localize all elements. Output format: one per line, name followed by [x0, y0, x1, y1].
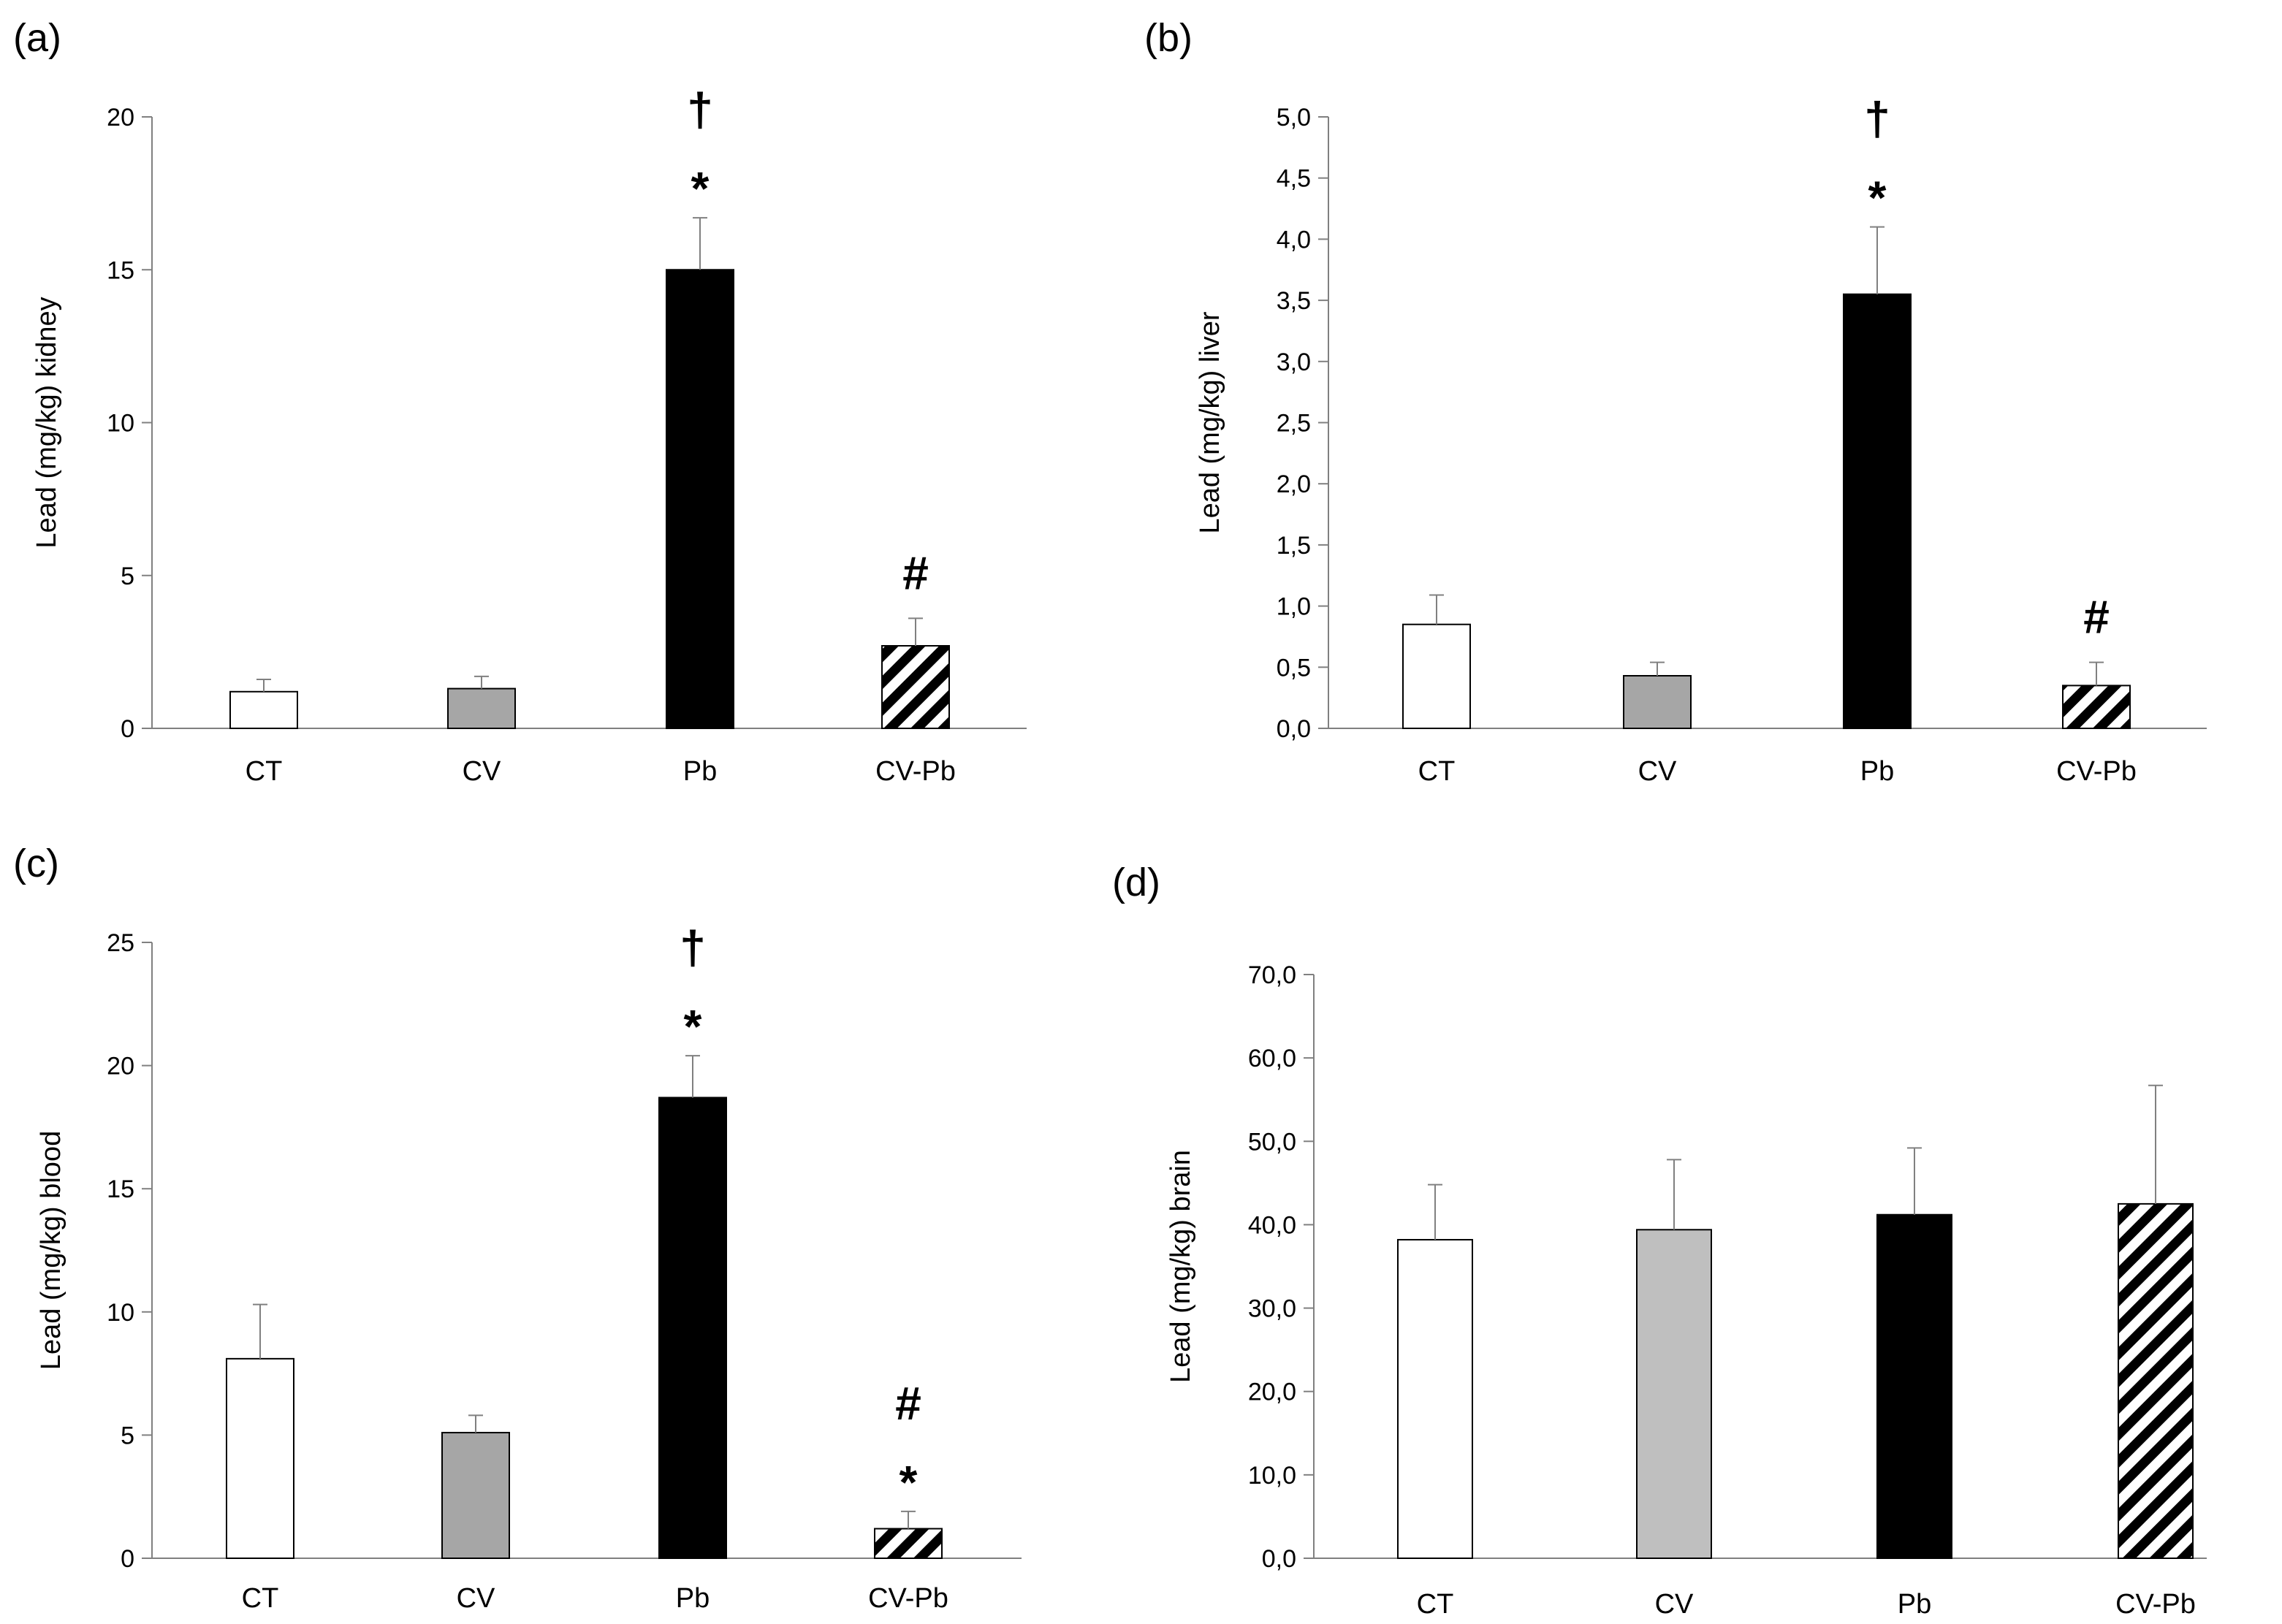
panel-2-bar-cv	[1623, 675, 1692, 730]
panel-3-bar-ct	[226, 1357, 294, 1560]
panel-3-sig-mark-2-0: †	[680, 921, 706, 974]
panel-3-sig-mark-3-1: *	[900, 1456, 918, 1509]
panel-3-bar-pb	[658, 1097, 727, 1560]
panel-2-sig-mark-2-1: *	[1868, 172, 1887, 224]
panel-2-bar-pb	[1843, 293, 1912, 730]
panel-2-sig-mark-2-0: †	[1864, 93, 1890, 145]
panel-3-ytick-label-5: 25	[107, 929, 134, 957]
panel-1-label: (a)	[13, 16, 61, 60]
panel-4-category-label-0: CT	[1417, 1589, 1454, 1620]
panel-3-bar-cv	[441, 1432, 510, 1559]
panel-2-y-axis-label: Lead (mg/kg) liver	[1195, 311, 1225, 533]
panel-1-category-label-1: CV	[463, 756, 501, 787]
panel-4-bar-cv-pb	[2118, 1202, 2194, 1559]
panel-3-category-label-3: CV-Pb	[868, 1583, 948, 1614]
panel-4-category-label-3: CV-Pb	[2115, 1589, 2196, 1620]
panel-1-bar-cv	[447, 687, 516, 729]
panel-4-bar-cv	[1636, 1229, 1712, 1559]
panel-2-ytick-label-6: 3,0	[1277, 348, 1311, 376]
panel-2-ytick-label-2: 1,0	[1277, 593, 1311, 621]
panel-1-y-axis-label: Lead (mg/kg) kidney	[31, 297, 62, 548]
panel-2-category-label-2: Pb	[1860, 756, 1894, 787]
panel-3-ytick-label-1: 5	[121, 1422, 134, 1449]
panel-1-ytick-label-4: 20	[107, 104, 134, 131]
panel-4-category-label-1: CV	[1655, 1589, 1694, 1620]
panel-1-bar-ct	[229, 690, 298, 730]
panel-4-bar-ct	[1397, 1238, 1473, 1559]
panel-3-ytick-label-4: 20	[107, 1053, 134, 1080]
panel-4-category-label-2: Pb	[1898, 1589, 1931, 1620]
panel-2-ytick-label-4: 2,0	[1277, 470, 1311, 498]
panel-1-ytick-label-2: 10	[107, 410, 134, 438]
panel-1-sig-mark-2-1: *	[691, 162, 710, 215]
panel-3-category-label-2: Pb	[676, 1583, 710, 1614]
panel-3-sig-mark-2-1: *	[684, 1000, 702, 1053]
panel-4-ytick-label-4: 40,0	[1248, 1211, 1296, 1239]
panel-1-sig-mark-2-0: †	[687, 83, 713, 136]
panel-1-category-label-0: CT	[246, 756, 283, 787]
panel-4-ytick-label-5: 50,0	[1248, 1128, 1296, 1156]
panel-1-sig-mark-3-0: #	[902, 546, 929, 599]
panel-3-ytick-label-2: 10	[107, 1299, 134, 1327]
panel-2-ytick-label-3: 1,5	[1277, 532, 1311, 560]
panel-4-bar-pb	[1876, 1213, 1952, 1560]
panel-3-ytick-label-0: 0	[121, 1545, 134, 1573]
panel-4-ytick-label-0: 0,0	[1262, 1545, 1296, 1573]
panel-4-ytick-label-1: 10,0	[1248, 1462, 1296, 1490]
panel-1-ytick-label-1: 5	[121, 563, 134, 590]
panel-3-category-label-1: CV	[457, 1583, 495, 1614]
panel-1-ytick-label-0: 0	[121, 715, 134, 743]
panel-2-bar-ct	[1402, 623, 1471, 730]
panel-2-ytick-label-9: 4,5	[1277, 165, 1311, 193]
panel-3-ytick-label-3: 15	[107, 1175, 134, 1203]
panel-3-sig-mark-3-0: #	[895, 1377, 921, 1430]
panel-2-sig-mark-3-0: #	[2083, 591, 2110, 644]
panel-4-ytick-label-3: 30,0	[1248, 1295, 1296, 1323]
panel-4-label: (d)	[1112, 861, 1160, 904]
panel-2-category-label-0: CT	[1418, 756, 1456, 787]
panel-1-category-label-3: CV-Pb	[875, 756, 956, 787]
panel-3-label: (c)	[13, 842, 59, 885]
panel-3-y-axis-label: Lead (mg/kg) blood	[36, 1131, 66, 1370]
panel-2-ytick-label-0: 0,0	[1277, 715, 1311, 743]
panel-2-label: (b)	[1144, 16, 1193, 60]
panel-1-category-label-2: Pb	[683, 756, 717, 787]
panel-2-ytick-label-8: 4,0	[1277, 226, 1311, 253]
panel-2-ytick-label-7: 3,5	[1277, 287, 1311, 315]
panel-2-category-label-3: CV-Pb	[2056, 756, 2137, 787]
panel-4-ytick-label-7: 70,0	[1248, 961, 1296, 989]
panel-1-ytick-label-3: 15	[107, 256, 134, 284]
panel-2-ytick-label-5: 2,5	[1277, 410, 1311, 438]
panel-3-category-label-0: CT	[242, 1583, 279, 1614]
panel-2-bar-cv-pb	[2062, 685, 2131, 729]
panel-2-ytick-label-1: 0,5	[1277, 654, 1311, 682]
panel-3-bar-cv-pb	[874, 1528, 943, 1559]
panel-2-ytick-label-10: 5,0	[1277, 104, 1311, 131]
panel-4-ytick-label-2: 20,0	[1248, 1379, 1296, 1406]
panel-1-bar-pb	[666, 269, 734, 729]
panel-4-ytick-label-6: 60,0	[1248, 1045, 1296, 1072]
panel-2-category-label-1: CV	[1638, 756, 1677, 787]
panel-4-y-axis-label: Lead (mg/kg) brain	[1165, 1150, 1196, 1383]
panel-1-bar-cv-pb	[881, 645, 950, 730]
